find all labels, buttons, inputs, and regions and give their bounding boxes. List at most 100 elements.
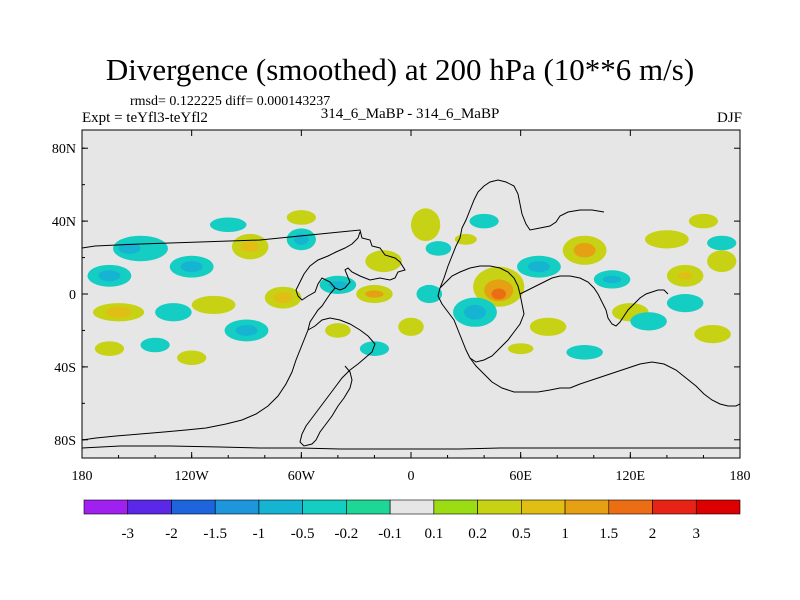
divergence-contour-core-13 — [677, 272, 693, 280]
colorbar-swatch-14 — [695, 499, 741, 515]
colorbar-swatch-4 — [258, 499, 303, 515]
coastline-outline — [82, 179, 740, 450]
x-tick-label-5: 120E — [616, 469, 646, 484]
divergence-contour-pos-europe-5 — [411, 208, 441, 242]
y-tick-label-4: 80S — [54, 434, 76, 449]
colorbar: -3 -2 -1.5 -1 -0.5 -0.2 -0.1 0.1 0.2 0.5 1 1.5 2 3 — [83, 499, 741, 542]
divergence-contour-pos-dateline-north-25 — [707, 250, 737, 273]
divergence-contour-neg-north-pacific-53 — [707, 235, 737, 251]
divergence-contour-core-8 — [491, 288, 507, 300]
divergence-contour-pos-indian-ocean-22 — [529, 317, 567, 336]
divergence-contour-pos-atlantic-north-4 — [365, 250, 402, 273]
case-label: 314_6_MaBP - 314_6_MaBP — [320, 106, 500, 122]
colorbar-label-8: 0.2 — [468, 526, 487, 542]
colorbar-swatch-2 — [171, 499, 216, 515]
colorbar-swatch-6 — [346, 499, 391, 515]
coastline-north-america — [82, 229, 406, 301]
chart-title: Divergence (smoothed) at 200 hPa (10**6 … — [105, 52, 695, 87]
divergence-contour-core-18 — [273, 292, 293, 304]
colorbar-label-2: -1.5 — [203, 526, 227, 542]
colorbar-label-7: 0.1 — [424, 526, 443, 542]
colorbar-swatch-5 — [302, 499, 347, 515]
divergence-contour-neg-north-america-2-54 — [209, 217, 247, 233]
colorbar-swatch-13 — [652, 499, 697, 515]
x-tick-label-1: 120W — [175, 469, 210, 484]
colorbar-swatch-12 — [608, 499, 653, 515]
x-axis: 180 120W 60W 0 60E 120E 180 — [72, 130, 751, 484]
colorbar-swatch-7 — [389, 499, 435, 515]
coastline-south-america — [299, 317, 376, 447]
divergence-contour-pos-indian-south-30 — [507, 343, 534, 355]
colorbar-swatch-9 — [477, 499, 522, 515]
y-axis: 80N 40N 0 40S 80S — [52, 142, 740, 449]
divergence-contour-pos-west-pacific-north-11 — [644, 230, 689, 249]
colorbar-swatch-10 — [521, 499, 566, 515]
colorbar-label-13: 3 — [693, 526, 701, 542]
divergence-contour-core-48 — [235, 324, 258, 336]
divergence-contour-core-40 — [464, 304, 486, 320]
x-tick-label-0: 180 — [72, 469, 93, 484]
divergence-contour-neg-south-pacific-1-46 — [155, 303, 192, 322]
divergence-contour-neg-sahara-55 — [425, 241, 452, 256]
colorbar-swatch-8 — [433, 499, 478, 515]
colorbar-label-4: -0.5 — [291, 526, 315, 542]
colorbar-label-12: 2 — [649, 526, 657, 542]
colorbar-label-1: -2 — [165, 526, 178, 542]
colorbar-label-3: -1 — [253, 526, 266, 542]
y-tick-label-3: 40S — [54, 361, 76, 376]
colorbar-label-6: -0.1 — [378, 526, 402, 542]
divergence-contour-neg-south-pacific-3-57 — [140, 337, 170, 353]
colorbar-label-9: 0.5 — [512, 526, 531, 542]
colorbar-swatch-0 — [83, 499, 129, 515]
colorbar-swatch-3 — [214, 499, 260, 515]
divergence-contour-pos-south-pacific-2-16 — [191, 295, 236, 315]
divergence-contour-core-36 — [180, 261, 203, 273]
divergence-contour-pos-southwest-pacific-24 — [694, 324, 731, 344]
y-tick-label-0: 80N — [52, 142, 76, 157]
coastline-south-america-west — [82, 329, 309, 441]
divergence-contour-neg-caspian-59 — [469, 213, 499, 229]
colorbar-swatch-11 — [564, 499, 610, 515]
divergence-contour-core-20 — [365, 290, 384, 298]
divergence-contour-pos-africa-south-21 — [398, 317, 424, 336]
divergence-contour-pos-mideast-28 — [454, 233, 477, 245]
y-tick-label-1: 40N — [52, 215, 76, 230]
divergence-contour-pos-brazil-27 — [325, 323, 351, 338]
coastline-asia — [519, 275, 669, 327]
season-label: DJF — [716, 110, 742, 126]
colorbar-label-0: -3 — [121, 526, 134, 542]
divergence-contour-pos-south-pacific-3-26 — [94, 341, 125, 356]
divergence-contour-neg-indian-south-56 — [566, 345, 603, 360]
divergence-contour-core-50 — [328, 281, 348, 289]
divergence-contour-pos-south-pacific-4-29 — [177, 350, 207, 366]
x-tick-label-3: 0 — [408, 469, 415, 484]
colorbar-label-10: 1 — [561, 526, 569, 542]
stats-text: rmsd= 0.122225 diff= 0.000143237 — [130, 94, 331, 109]
coastline-central-america — [307, 287, 336, 331]
divergence-contour-neg-south-atlantic-58 — [359, 341, 390, 356]
divergence-contour-pos-atlantic-north-2-31 — [286, 210, 316, 225]
divergence-contour-neg-west-pacific-south-52 — [666, 294, 704, 313]
colorbar-swatch-1 — [127, 499, 172, 515]
divergence-contour-core-15 — [105, 306, 132, 318]
coastline-antarctica — [82, 445, 740, 450]
y-tick-label-2: 0 — [69, 288, 76, 303]
map-background — [82, 130, 740, 458]
divergence-contour-pos-central-pacific-north-1-0 — [113, 235, 168, 262]
coastline-europe — [439, 179, 605, 289]
coastline-south-africa — [469, 357, 570, 393]
divergence-contour-core-44 — [602, 275, 622, 284]
divergence-contour-neg-gulf-of-guinea-51 — [416, 284, 443, 304]
x-tick-label-6: 180 — [730, 469, 751, 484]
x-tick-label-4: 60E — [509, 469, 532, 484]
coastline-africa — [437, 265, 525, 363]
experiment-label: Expt = teYfl3-teYfl2 — [82, 110, 208, 126]
coastline-australia — [569, 361, 740, 407]
divergence-contour-core-3 — [241, 241, 260, 253]
divergence-contour-core-10 — [573, 242, 596, 258]
colorbar-label-5: -0.2 — [335, 526, 359, 542]
divergence-contour-neg-australia-north-45 — [630, 312, 667, 331]
divergence-contour-core-1 — [118, 242, 141, 254]
x-tick-label-2: 60W — [288, 469, 316, 484]
